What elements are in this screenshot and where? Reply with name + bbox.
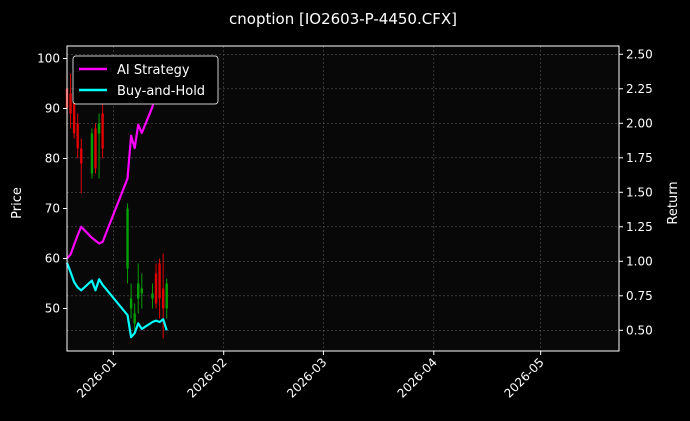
candle-body	[101, 113, 104, 149]
candle-body	[158, 263, 161, 299]
chart-title: cnoption [IO2603-P-4450.CFX]	[229, 10, 457, 28]
y2-tick-label: 1.75	[626, 151, 653, 165]
legend-box	[72, 55, 219, 105]
candle-body	[76, 123, 79, 149]
candle-body	[137, 283, 140, 299]
candle-body	[165, 283, 168, 309]
y-axis-ticks: 50 60 70 80 90 100	[37, 52, 67, 316]
candle-body	[69, 93, 72, 114]
candle-body	[72, 88, 76, 134]
y-tick-label: 90	[45, 102, 60, 116]
y2-tick-label: 2.00	[626, 116, 653, 130]
legend: AI Strategy Buy-and-Hold	[72, 55, 219, 105]
legend-label-buy-and-hold: Buy-and-Hold	[117, 84, 205, 99]
y2-tick-label: 0.50	[626, 323, 653, 337]
legend-label-ai-strategy: AI Strategy	[117, 63, 190, 78]
y2-axis-ticks: 0.50 0.75 1.00 1.25 1.50 1.75 2.00 2.25 2.50	[619, 47, 653, 337]
candle-body	[129, 298, 133, 309]
series-line-ai-strategy	[66, 81, 161, 260]
y-axis-label: Price	[10, 187, 25, 219]
y2-tick-label: 0.75	[626, 289, 653, 303]
candle-body	[151, 293, 154, 299]
candle-body	[90, 133, 94, 174]
y-tick-label: 100	[37, 52, 60, 66]
candle-body	[161, 288, 165, 309]
candle-body	[97, 123, 101, 134]
y-tick-label: 50	[45, 302, 60, 316]
plot-frame	[66, 45, 620, 352]
y-tick-label: 80	[45, 152, 60, 166]
y2-tick-label: 2.50	[626, 47, 653, 61]
candle-body	[126, 208, 129, 269]
y2-tick-label: 1.00	[626, 254, 653, 268]
candle-body	[133, 313, 136, 324]
y-tick-label: 60	[45, 252, 60, 266]
y2-tick-label: 2.25	[626, 82, 653, 96]
y2-axis-label: Return	[666, 181, 681, 224]
y-tick-label: 70	[45, 202, 60, 216]
y2-tick-label: 1.25	[626, 220, 653, 234]
grid-lines	[67, 46, 619, 351]
candle-body	[94, 128, 97, 169]
candle-body	[80, 148, 83, 164]
candle-body	[140, 288, 143, 294]
return-lines	[65, 81, 168, 339]
y2-tick-label: 1.50	[626, 185, 653, 199]
series-line-buy-and-hold	[65, 262, 168, 339]
candle-body	[154, 273, 158, 304]
